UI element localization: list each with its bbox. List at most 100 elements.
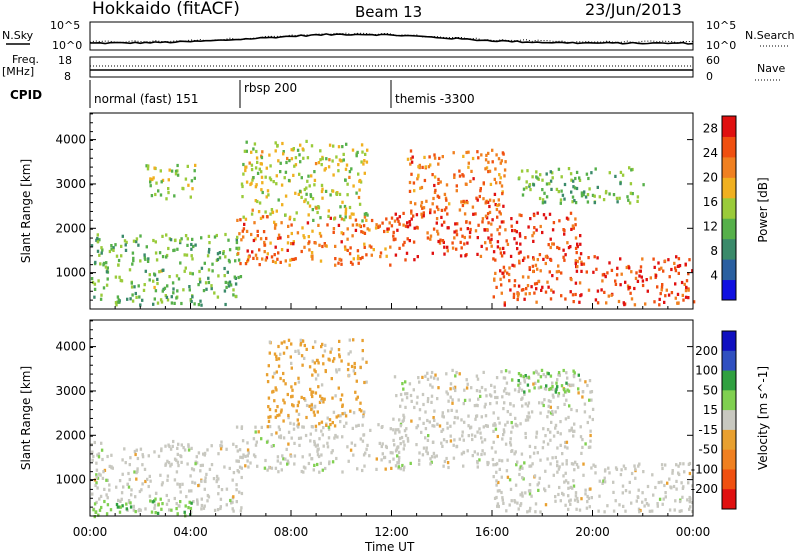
velocity-cell	[502, 433, 505, 437]
velocity-cell	[232, 509, 235, 513]
velocity-cell	[327, 427, 331, 431]
power-cell	[528, 184, 531, 188]
power-cell	[168, 168, 171, 172]
power-cell	[159, 298, 163, 302]
velocity-cell	[164, 462, 168, 466]
velocity-cell	[524, 491, 527, 495]
power-cell	[578, 300, 581, 304]
velocity-cell	[176, 482, 179, 486]
velocity-cell	[565, 440, 569, 444]
power-cell	[124, 248, 128, 252]
velocity-cell	[519, 502, 523, 506]
power-cell	[451, 241, 454, 245]
velocity-cell	[266, 380, 270, 384]
velocity-cell	[432, 416, 435, 420]
power-cell	[337, 261, 340, 265]
velocity-cell	[549, 430, 552, 434]
velocity-cell	[612, 490, 615, 494]
power-cell	[618, 196, 621, 200]
velocity-cell	[187, 506, 190, 510]
power-cell	[366, 227, 369, 231]
power-cell	[541, 178, 544, 182]
power-cell	[351, 223, 355, 227]
velocity-cell	[173, 478, 177, 482]
velocity-cell	[425, 449, 428, 453]
velocity-cell	[530, 410, 534, 414]
velocity-cell	[480, 436, 483, 440]
power-cell	[245, 149, 248, 153]
velocity-cell	[473, 404, 477, 408]
velocity-cell	[664, 495, 667, 499]
velocity-cell	[321, 433, 324, 437]
power-cell	[641, 283, 645, 288]
power-cell	[570, 190, 573, 194]
power-cell	[569, 290, 572, 294]
power-cell	[318, 231, 322, 236]
velocity-cell	[519, 465, 522, 469]
power-cell	[557, 190, 560, 194]
velocity-cell	[287, 416, 290, 420]
power-cell	[603, 273, 606, 277]
power-cell	[319, 259, 323, 263]
power-cell	[265, 256, 269, 260]
power-cell	[410, 209, 413, 213]
velocity-cell	[355, 424, 358, 428]
power-cell	[205, 287, 208, 291]
power-cell	[259, 216, 263, 220]
velocity-cell	[536, 483, 539, 487]
velocity-cell	[489, 402, 492, 406]
power-cell	[98, 253, 101, 257]
power-cell	[572, 185, 575, 189]
velocity-cell	[284, 382, 287, 386]
velocity-cell	[254, 443, 258, 447]
power-cell	[421, 206, 424, 210]
power-cell	[294, 191, 297, 195]
velocity-cell	[547, 372, 550, 376]
power-cell	[338, 257, 341, 261]
velocity-cell	[187, 448, 191, 452]
power-cell	[269, 164, 272, 168]
velocity-cell	[549, 462, 552, 466]
power-cell	[269, 212, 272, 216]
power-cell	[149, 184, 152, 188]
velocity-cell	[266, 425, 269, 429]
velocity-cell	[534, 381, 537, 385]
velocity-cell	[316, 449, 319, 453]
velocity-cell	[660, 463, 664, 467]
power-cell	[186, 243, 189, 247]
power-cell	[591, 193, 595, 197]
power-cell	[433, 175, 437, 179]
power-cell	[143, 253, 146, 257]
power-cell	[204, 281, 208, 285]
velocity-cell	[215, 474, 219, 478]
velocity-cell	[504, 442, 508, 446]
velocity-cell	[490, 383, 493, 387]
power-colorbar-swatch	[722, 259, 736, 281]
power-cell	[563, 197, 566, 201]
velocity-cell	[377, 423, 380, 427]
power-cell	[495, 207, 499, 212]
power-cell	[305, 186, 308, 190]
power-cell	[298, 172, 301, 176]
velocity-cell	[320, 396, 324, 401]
power-cell	[242, 172, 245, 176]
power-cell	[284, 170, 288, 174]
velocity-cell	[497, 480, 500, 485]
power-cell	[296, 231, 300, 235]
velocity-cell	[522, 477, 525, 481]
power-cell	[567, 246, 571, 250]
velocity-cell	[108, 488, 111, 492]
velocity-cell	[194, 462, 197, 466]
velocity-cell	[590, 466, 593, 470]
power-cell	[392, 230, 395, 234]
velocity-cell	[103, 487, 106, 491]
velocity-cell	[148, 474, 151, 478]
power-cell	[601, 273, 605, 277]
power-cell	[171, 281, 175, 285]
velocity-cell	[519, 373, 522, 377]
velocity-cell	[176, 460, 180, 464]
power-cell	[163, 286, 167, 290]
power-cell	[412, 240, 416, 244]
velocity-cell	[111, 466, 114, 470]
velocity-cell	[223, 465, 226, 469]
